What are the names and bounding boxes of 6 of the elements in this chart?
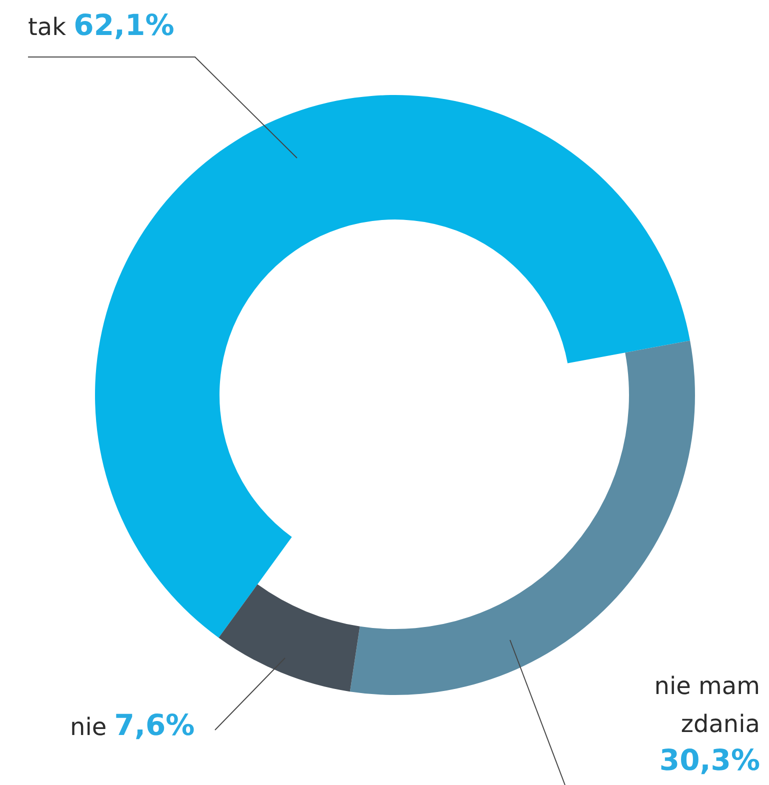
slice-label: tak (28, 13, 74, 41)
data-label: 7,6% (114, 708, 195, 742)
slice-label: nie mam zdania (654, 672, 760, 738)
data-label: 30,3% (659, 743, 760, 777)
data-label: 62,1% (74, 8, 174, 42)
slice-label: nie (70, 713, 114, 741)
